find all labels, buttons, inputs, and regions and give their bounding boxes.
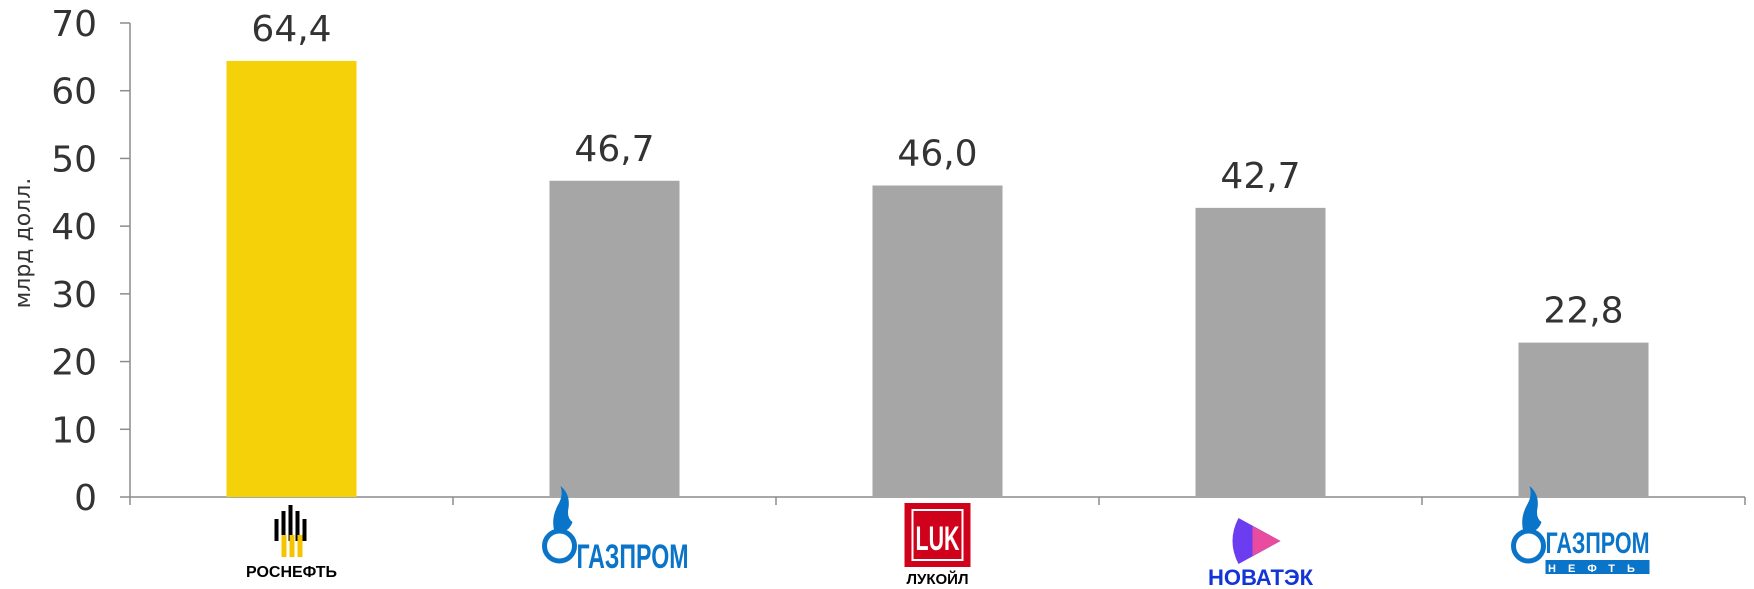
rosneft-logo: РОСНЕФТЬ	[246, 505, 337, 581]
y-tick-label: 10	[51, 410, 97, 451]
data-label: 42,7	[1220, 156, 1300, 197]
y-axis-title: млрд долл.	[11, 178, 36, 309]
gazprom-logo: ГАЗПРОМ	[542, 486, 689, 576]
y-tick-label: 20	[51, 343, 97, 384]
data-label: 64,4	[251, 9, 331, 50]
category-label: ГАЗПРОМ	[1546, 527, 1650, 560]
y-tick-label: 50	[51, 139, 97, 180]
y-tick-label: 0	[74, 478, 97, 519]
y-tick-label: 60	[51, 72, 97, 113]
data-label: 22,8	[1543, 291, 1623, 332]
bar	[226, 60, 357, 498]
y-tick-label: 40	[51, 207, 97, 248]
svg-text:LUK: LUK	[916, 520, 960, 558]
lukoil-logo: LUK ЛУКОЙЛ	[904, 503, 971, 588]
bars	[226, 60, 1649, 498]
category-label: РОСНЕФТЬ	[246, 564, 337, 581]
bar	[1518, 342, 1649, 497]
category-sublabel: НЕФТЬ	[1548, 563, 1647, 575]
category-logos: РОСНЕФТЬ ГАЗПРОМ LUK ЛУКОЙЛ НОВАТЭК ГАЗПРОМ НЕ…	[246, 486, 1650, 589]
bar	[872, 185, 1003, 497]
y-tick-label: 30	[51, 275, 97, 316]
category-label: ЛУКОЙЛ	[907, 570, 969, 588]
novatek-logo: НОВАТЭК	[1208, 518, 1314, 589]
y-axis: 0 10 20 30 40 50 60 70	[51, 4, 131, 519]
category-label: ГАЗПРОМ	[577, 538, 689, 576]
value-labels: 64,4 46,7 46,0 42,7 22,8	[251, 9, 1623, 332]
gazprom-neft-logo: ГАЗПРОМ НЕФТЬ	[1511, 486, 1650, 575]
data-label: 46,7	[574, 129, 654, 170]
bar	[1195, 207, 1326, 498]
y-tick-label: 70	[51, 4, 97, 45]
data-label: 46,0	[897, 134, 977, 175]
bar	[549, 180, 680, 497]
category-label: НОВАТЭК	[1208, 565, 1314, 589]
